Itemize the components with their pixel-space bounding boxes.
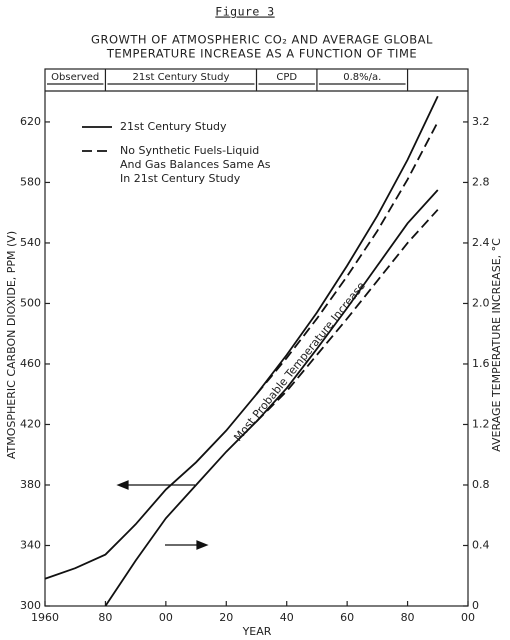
y2-tick-label: 0 (472, 599, 479, 612)
x-tick-label: 80 (98, 611, 112, 624)
x-tick-label: 80 (401, 611, 415, 624)
chart-subtitle: TEMPERATURE INCREASE AS A FUNCTION OF TI… (106, 47, 417, 61)
x-axis-label: YEAR (242, 625, 272, 638)
series-line (255, 209, 439, 423)
x-tick-label: 40 (280, 611, 294, 624)
y-tick-label: 340 (20, 538, 41, 551)
series-line (104, 189, 439, 607)
x-tick-label: 1960 (31, 611, 59, 624)
y-tick-label: 500 (20, 296, 41, 309)
series-line (255, 121, 439, 395)
y2-tick-label: 2.0 (472, 296, 490, 309)
y2-tick-label: 1.6 (472, 357, 490, 370)
y-tick-label: 460 (20, 357, 41, 370)
y-tick-label: 380 (20, 478, 41, 491)
y2-tick-label: 0.4 (472, 538, 490, 551)
period-label: Observed (51, 72, 99, 83)
figure-label: Figure 3 (215, 5, 274, 19)
x-tick-label: 20 (219, 611, 233, 624)
y2-tick-label: 3.2 (472, 115, 490, 128)
y2-tick-label: 2.4 (472, 236, 490, 249)
y2-tick-label: 2.8 (472, 175, 490, 188)
period-label: 0.8%/a. (343, 72, 381, 83)
annotation: Most Probable Temperature Increase (231, 279, 368, 444)
y-tick-label: 420 (20, 417, 41, 430)
chart-title: GROWTH OF ATMOSPHERIC CO₂ AND AVERAGE GL… (91, 33, 433, 47)
series-line (44, 95, 439, 580)
period-label: CPD (276, 72, 297, 83)
arrows (116, 480, 209, 550)
period-label: 21st Century Study (133, 72, 230, 83)
y2-axis-label: AVERAGE TEMPERATURE INCREASE, °C (490, 238, 503, 452)
y2-tick-label: 1.2 (472, 417, 490, 430)
legend-label: 21st Century Study (120, 120, 227, 133)
legend-label: No Synthetic Fuels-Liquid And Gas Balance… (120, 144, 271, 185)
y-axis-label: ATMOSPHERIC CARBON DIOXIDE, PPM (V) (5, 231, 18, 459)
y2-tick-label: 0.8 (472, 478, 490, 491)
y-tick-label: 580 (20, 175, 41, 188)
x-tick-label: 60 (340, 611, 354, 624)
y-tick-label: 300 (20, 599, 41, 612)
x-tick-label: 00 (159, 611, 173, 624)
x-tick-label: 00 (461, 611, 475, 624)
y-tick-label: 620 (20, 115, 41, 128)
y-tick-label: 540 (20, 236, 41, 249)
